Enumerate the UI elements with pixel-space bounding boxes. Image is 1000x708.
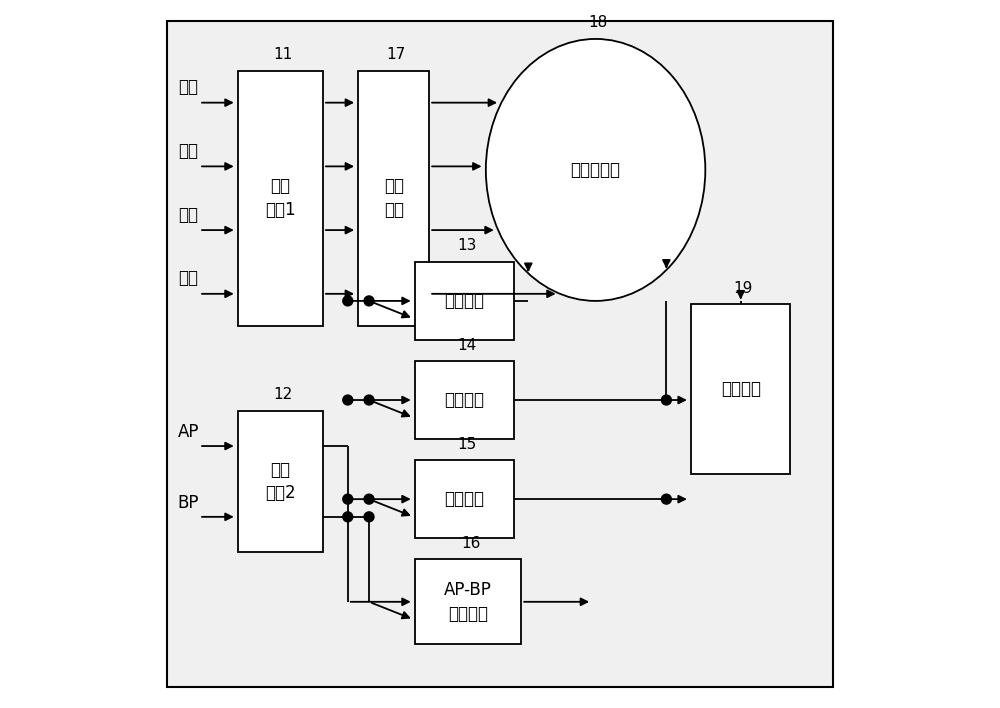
Text: AP: AP <box>178 423 199 441</box>
Circle shape <box>661 395 671 405</box>
Text: 超速判断: 超速判断 <box>721 380 761 399</box>
Circle shape <box>661 494 671 504</box>
Text: 14: 14 <box>458 338 477 353</box>
Circle shape <box>343 512 353 522</box>
Bar <box>238 71 323 326</box>
Text: 上行: 上行 <box>178 142 198 160</box>
Text: 速度检出: 速度检出 <box>445 391 485 409</box>
Circle shape <box>364 395 374 405</box>
Circle shape <box>343 395 353 405</box>
Text: 17: 17 <box>387 47 406 62</box>
Text: 18: 18 <box>588 16 608 30</box>
Bar <box>415 262 514 340</box>
Bar <box>691 304 790 474</box>
Text: BP: BP <box>178 493 199 512</box>
Text: 12: 12 <box>273 387 293 402</box>
Text: 下行: 下行 <box>178 205 198 224</box>
Bar <box>415 559 521 644</box>
Text: 11: 11 <box>273 47 293 62</box>
Text: 运行状态机: 运行状态机 <box>571 161 621 179</box>
Text: AP-BP
故障检测: AP-BP 故障检测 <box>444 581 492 622</box>
Text: 运行: 运行 <box>178 78 198 96</box>
Circle shape <box>343 494 353 504</box>
Text: 19: 19 <box>734 281 753 296</box>
Circle shape <box>364 512 374 522</box>
Circle shape <box>364 494 374 504</box>
Bar <box>358 71 429 326</box>
Text: 滤波
模块2: 滤波 模块2 <box>265 461 296 502</box>
Circle shape <box>343 296 353 306</box>
Text: 13: 13 <box>458 239 477 253</box>
Circle shape <box>364 296 374 306</box>
Text: 15: 15 <box>458 437 477 452</box>
Text: 速度检出: 速度检出 <box>445 490 485 508</box>
Text: 16: 16 <box>461 536 480 551</box>
Text: 高速: 高速 <box>178 269 198 287</box>
Bar <box>238 411 323 552</box>
Bar <box>415 361 514 439</box>
Text: 指令
解析: 指令 解析 <box>384 178 404 219</box>
Text: 方向检出: 方向检出 <box>445 292 485 310</box>
Bar <box>415 460 514 538</box>
Text: 滤波
模块1: 滤波 模块1 <box>265 178 296 219</box>
Ellipse shape <box>486 39 705 301</box>
